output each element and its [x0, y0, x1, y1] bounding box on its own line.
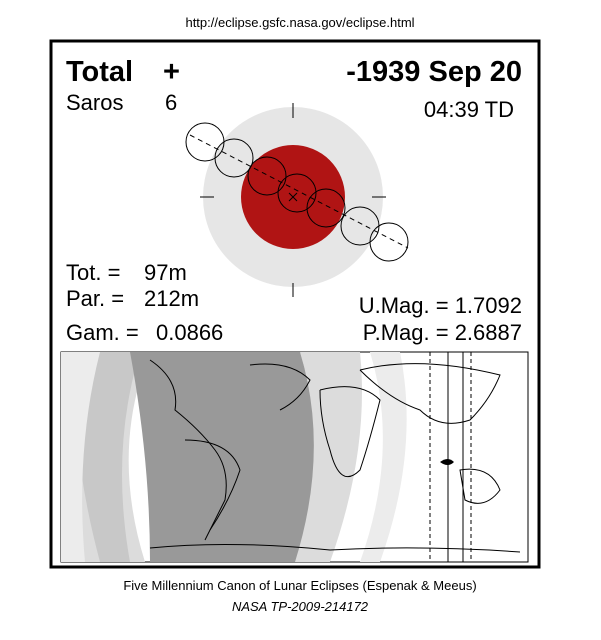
eclipse-type: Total — [66, 56, 133, 88]
footer-reference: NASA TP-2009-214172 — [232, 599, 369, 614]
saros-label: Saros — [66, 90, 123, 115]
footer-canon: Five Millennium Canon of Lunar Eclipses … — [123, 578, 476, 593]
total-duration: 97m — [144, 260, 187, 285]
gamma: 0.0866 — [156, 320, 223, 345]
partial-duration-label: Par. = — [66, 286, 124, 311]
eclipse-time: 04:39 TD — [424, 97, 514, 122]
saros-number: 6 — [165, 90, 177, 115]
partial-duration: 212m — [144, 286, 199, 311]
moon-path — [189, 134, 409, 249]
moon-positions — [185, 122, 409, 262]
shadow-diagram — [185, 103, 409, 297]
visibility-map — [60, 351, 529, 563]
gamma-label: Gam. = — [66, 320, 139, 345]
umbral-magnitude: U.Mag. = 1.7092 — [359, 293, 522, 318]
penumbral-magnitude: P.Mag. = 2.6887 — [363, 320, 522, 345]
total-duration-label: Tot. = — [66, 260, 120, 285]
crosshair — [200, 103, 386, 297]
eclipse-date: -1939 Sep 20 — [346, 56, 522, 88]
url: http://eclipse.gsfc.nasa.gov/eclipse.htm… — [185, 15, 414, 30]
eclipse-sign: + — [163, 56, 180, 88]
